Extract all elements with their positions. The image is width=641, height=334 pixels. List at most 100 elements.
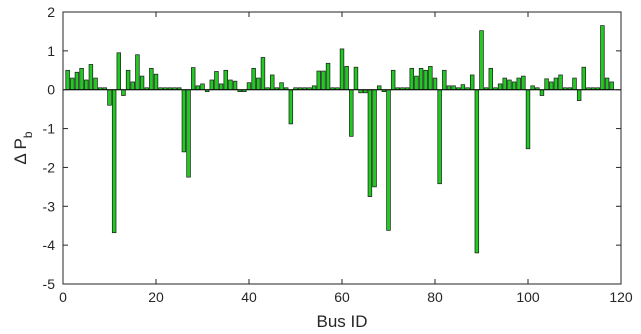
y-tick-label: -2	[43, 159, 56, 175]
y-tick-label: -1	[43, 121, 56, 137]
bar-bus-105	[549, 81, 554, 91]
bar-bus-12	[116, 52, 122, 91]
bar-bus-56	[321, 70, 326, 91]
bar-bus-13	[121, 89, 126, 96]
bar-bus-94	[497, 83, 503, 91]
bar-bus-78	[423, 69, 428, 91]
y-axis-label-main: Δ P	[11, 138, 30, 164]
bar-bus-1	[65, 69, 70, 91]
bar-bus-99	[521, 75, 526, 91]
bar-bus-7	[93, 77, 98, 91]
bar-bus-6	[88, 64, 94, 91]
bar-bus-96	[507, 79, 512, 91]
y-tick-label: -5	[43, 276, 56, 292]
bar-bus-101	[530, 85, 535, 91]
bar-bus-57	[325, 62, 331, 91]
bar-bus-45	[270, 74, 275, 91]
bar-bus-110	[572, 77, 577, 91]
bar-bus-30	[200, 83, 205, 91]
bar-bus-95	[502, 77, 507, 91]
bar-bus-28	[190, 67, 196, 91]
bar-bus-27	[186, 89, 191, 178]
bar-bus-20	[153, 73, 159, 91]
bar-bus-32	[209, 79, 215, 91]
bars-layer	[65, 25, 614, 254]
bar-bus-106	[553, 77, 559, 91]
bar-bus-83	[446, 85, 452, 91]
bar-bus-35	[223, 69, 228, 91]
bar-bus-42	[256, 77, 261, 91]
bar-bus-2	[70, 77, 75, 91]
x-axis-ticks: 0 20 40 60 80 100 120	[59, 12, 633, 305]
bar-bus-66	[367, 89, 373, 197]
bar-bus-62	[349, 89, 354, 137]
bar-bus-36	[228, 79, 233, 91]
x-tick-label: 20	[148, 289, 164, 305]
bar-bus-76	[414, 75, 419, 91]
bar-bus-118	[609, 81, 614, 91]
x-tick-label: 60	[334, 289, 350, 305]
bar-bus-40	[246, 82, 252, 91]
y-axis-label: Δ Pb	[11, 131, 35, 164]
bar-bus-80	[432, 77, 438, 91]
x-tick-label: 120	[609, 289, 633, 305]
bar-bus-81	[437, 89, 442, 185]
bar-bus-49	[288, 89, 294, 125]
bar-bus-4	[79, 67, 84, 91]
bar-bus-111	[576, 89, 582, 101]
bar-bus-75	[409, 67, 414, 91]
bar-bus-89	[474, 89, 480, 254]
bar-bus-17	[139, 75, 145, 91]
bar-bus-11	[111, 89, 117, 234]
x-tick-label: 80	[427, 289, 443, 305]
bar-bus-77	[418, 67, 424, 91]
bar-bus-54	[311, 85, 317, 91]
x-tick-label: 0	[59, 289, 67, 305]
bar-bus-15	[130, 81, 135, 91]
bar-bus-92	[488, 67, 494, 91]
bar-bus-103	[539, 89, 545, 96]
bar-bus-14	[125, 69, 131, 91]
bar-bus-19	[149, 67, 154, 91]
bar-bus-3	[74, 71, 80, 91]
bar-bus-100	[525, 89, 531, 150]
y-tick-label: 1	[47, 43, 55, 59]
y-axis-label-subscript: b	[21, 131, 35, 138]
y-tick-label: 2	[47, 4, 55, 20]
bar-bus-63	[353, 66, 359, 91]
bar-bus-16	[135, 54, 140, 91]
bar-bus-10	[107, 89, 112, 106]
bar-bus-90	[479, 30, 484, 91]
bar-bus-107	[558, 74, 563, 91]
bar-bus-84	[451, 85, 456, 91]
bar-bus-112	[581, 66, 587, 91]
bar-bus-116	[600, 25, 605, 91]
bar-bus-5	[84, 79, 89, 91]
bar-bus-43	[260, 57, 266, 91]
bar-bus-60	[339, 48, 345, 91]
bar-bus-61	[344, 66, 349, 91]
y-tick-label: -3	[43, 198, 56, 214]
y-axis-ticks: -5 -4 -3 -2 -1 0 1 2	[43, 4, 621, 292]
x-tick-label: 100	[516, 289, 540, 305]
bar-bus-41	[251, 67, 256, 91]
x-tick-label: 40	[241, 289, 257, 305]
bar-bus-98	[516, 77, 521, 91]
bar-bus-82	[442, 69, 447, 91]
bar-bus-79	[428, 66, 433, 91]
y-tick-label: -4	[43, 237, 56, 253]
bar-bus-117	[604, 77, 610, 91]
bar-bus-26	[181, 89, 187, 153]
bar-bus-71	[390, 69, 396, 91]
bar-bus-97	[511, 81, 517, 91]
x-axis-label: Bus ID	[316, 312, 367, 331]
bar-bus-47	[279, 82, 284, 91]
bar-bus-33	[214, 71, 219, 91]
bar-bus-37	[232, 80, 238, 91]
bar-bus-104	[544, 78, 549, 91]
bar-bus-55	[316, 70, 321, 91]
bar-bus-29	[195, 85, 201, 91]
bar-bus-34	[218, 83, 224, 91]
bar-bus-70	[386, 89, 391, 231]
